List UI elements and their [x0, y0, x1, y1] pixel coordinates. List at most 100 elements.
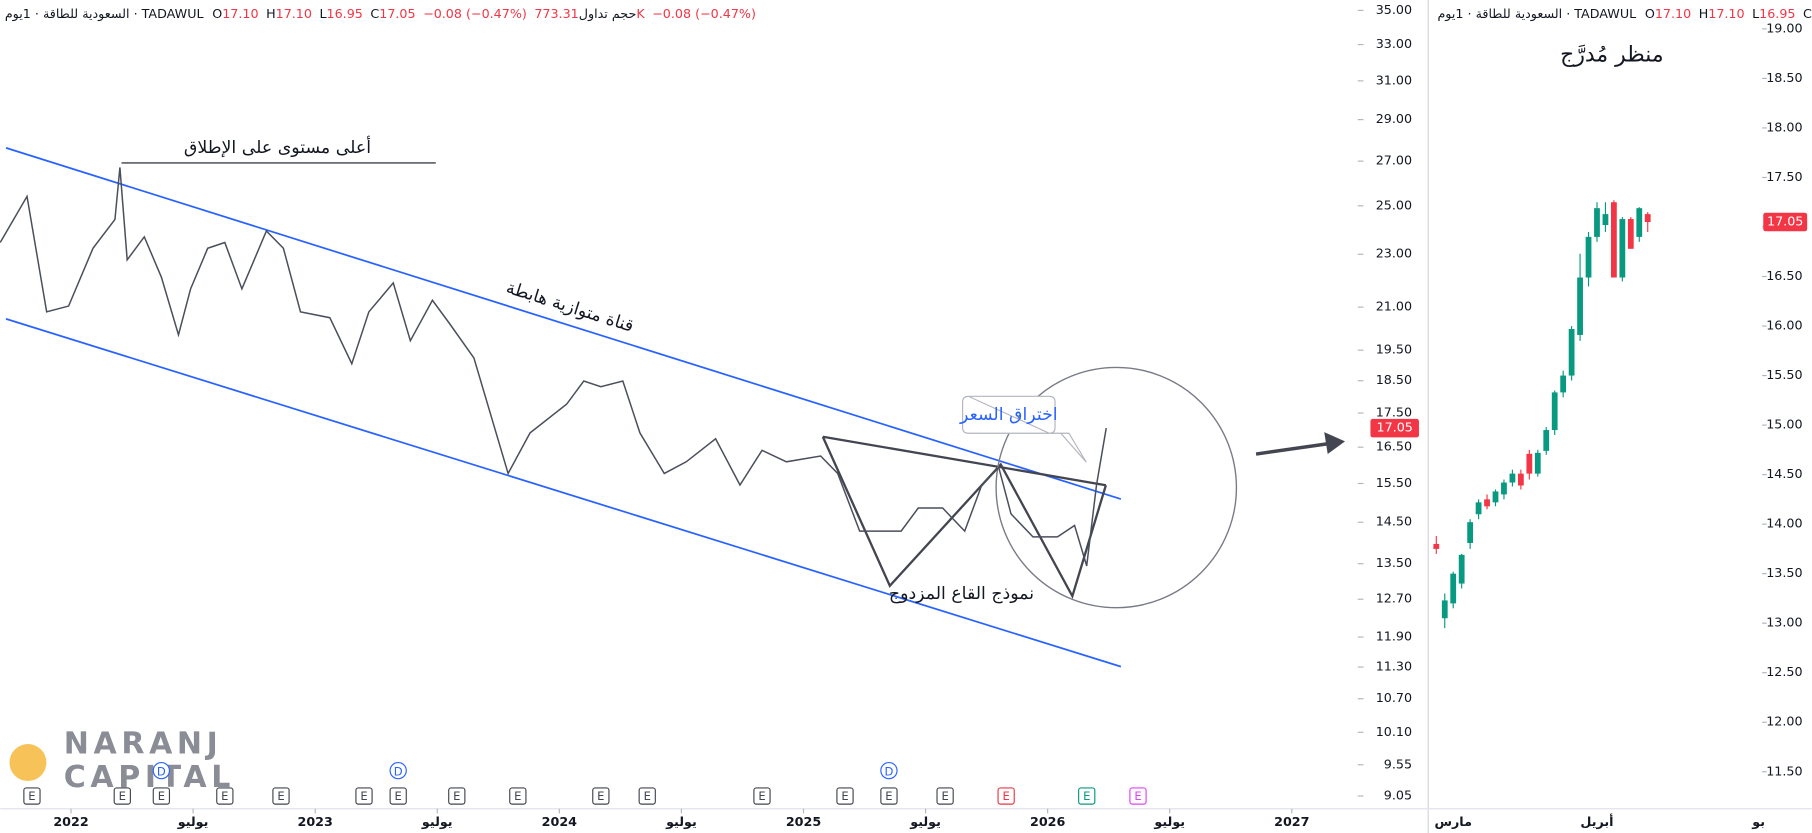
double-bottom-pattern [821, 436, 1107, 600]
channel-lower [5, 318, 1122, 668]
y-tick-label: 18.00 [1766, 119, 1802, 134]
candle-body [1602, 214, 1609, 226]
candle-body [1568, 329, 1575, 376]
y-tick-label: 16.50 [1766, 268, 1802, 283]
y-tick-label: 13.50 [1766, 565, 1802, 580]
y-tick-label: 12.00 [1766, 714, 1802, 729]
x-tick-label: يوليو [665, 814, 697, 829]
x-tick-label: يوليو [1153, 814, 1185, 829]
candle-body [1644, 214, 1651, 223]
channel-upper [5, 147, 1122, 500]
candle-body [1577, 277, 1583, 335]
event-marker [592, 787, 610, 805]
candle-body [1627, 219, 1634, 249]
last-price-label: 17.05 [1767, 214, 1803, 229]
event-label: E [221, 789, 228, 803]
candle-body [1636, 208, 1643, 237]
event-marker [509, 787, 527, 805]
dividend-marker [389, 761, 407, 780]
candle-body [1517, 473, 1524, 486]
y-tick-label: 17.50 [1376, 405, 1412, 420]
y-tick-label: 29.00 [1376, 111, 1412, 126]
ath-annotation: أعلى مستوى على الإطلاق [184, 136, 371, 158]
ohlc-value: 17.05 [379, 5, 415, 20]
ohlc-key: L [319, 5, 326, 20]
y-tick-label: 18.50 [1376, 372, 1412, 387]
last-price-tag [1370, 418, 1419, 438]
y-tick-label: 12.50 [1766, 664, 1802, 679]
y-tick-label: 13.50 [1376, 555, 1412, 570]
main-header: السعودية للطاقة · 1يوم · TADAWUL O17.10 … [5, 5, 756, 21]
arrow-shaft [1255, 441, 1330, 456]
event-marker [753, 787, 771, 805]
y-tick-label: 17.50 [1766, 169, 1802, 184]
candle-body [1484, 499, 1490, 507]
x-tick-label: 2027 [1274, 814, 1309, 829]
x-tick-label: يوليو [421, 814, 453, 829]
y-tick-label: 9.05 [1384, 788, 1412, 803]
ohlc-value: 17.10 [276, 5, 312, 20]
ohlc-value: 17.10 [222, 5, 258, 20]
x-tick-label: 2025 [786, 814, 821, 829]
event-label: E [841, 789, 848, 803]
ohlc-truncated: C… [1803, 5, 1812, 20]
double-bottom-annotation: نموذج القاع المزدوج [889, 584, 1034, 604]
y-tick-label: 9.55 [1384, 756, 1412, 771]
candle-body [1450, 573, 1457, 604]
event-marker [272, 787, 290, 805]
candle-body [1433, 543, 1440, 549]
y-tick-label: 27.00 [1376, 153, 1412, 168]
candle-body [1475, 502, 1482, 515]
event-label: E [1003, 789, 1010, 803]
x-tick-label: يوليو [909, 814, 941, 829]
candle-body [1619, 219, 1626, 278]
candle-body [1560, 375, 1567, 393]
last-price-label: 17.05 [1377, 420, 1413, 435]
event-marker [216, 787, 234, 805]
ohlc-value: 17.10 [1655, 5, 1691, 20]
y-tick-label: 14.50 [1376, 514, 1412, 529]
candle-body [1492, 491, 1499, 503]
event-label: E [941, 789, 948, 803]
x-tick-label: أبريل [1580, 813, 1613, 829]
ohlc-key: O [1645, 5, 1655, 20]
y-tick-label: 16.00 [1766, 318, 1802, 333]
y-tick-label: 15.50 [1376, 475, 1412, 490]
event-marker [836, 787, 854, 805]
logo-icon [9, 744, 47, 782]
event-label: E [758, 789, 765, 803]
y-tick-label: 19.50 [1376, 342, 1412, 357]
ohlc-value: 16.95 [1759, 5, 1795, 20]
zoom-title: منظر مُدرَّج [1560, 42, 1663, 67]
dividend-marker [880, 761, 898, 780]
event-marker [152, 787, 171, 805]
dividend-marker [152, 761, 171, 780]
event-label: E [277, 789, 284, 803]
event-marker [1129, 787, 1147, 805]
event-marker [389, 787, 407, 805]
dividend-label: D [394, 764, 403, 778]
candle-body [1534, 452, 1541, 474]
event-label: E [885, 789, 892, 803]
event-label: E [119, 789, 126, 803]
candle-body [1551, 392, 1558, 431]
event-marker [638, 787, 656, 805]
ohlc-key: L [1752, 5, 1759, 20]
x-tick-label: 2024 [542, 814, 577, 829]
event-label: E [1134, 789, 1141, 803]
candle-body [1509, 473, 1516, 483]
candle-body [1594, 208, 1600, 237]
ohlc-key: C [370, 5, 379, 20]
neckline [822, 435, 1107, 487]
y-tick-label: 35.00 [1376, 2, 1412, 17]
event-label: E [360, 789, 367, 803]
zoom-header: السعودية للطاقة · 1يوم · TADAWUL O17.10 … [1437, 5, 1812, 21]
x-tick-label: مارس [1434, 814, 1471, 829]
x-tick-label: 2023 [298, 814, 333, 829]
candle-body [1526, 453, 1533, 474]
candle-body [1501, 482, 1507, 495]
y-tick-label: 16.50 [1376, 439, 1412, 454]
symbol: السعودية للطاقة · 1يوم · TADAWUL [1437, 5, 1636, 21]
y-tick-label: 14.00 [1766, 516, 1802, 531]
event-label: E [28, 789, 35, 803]
